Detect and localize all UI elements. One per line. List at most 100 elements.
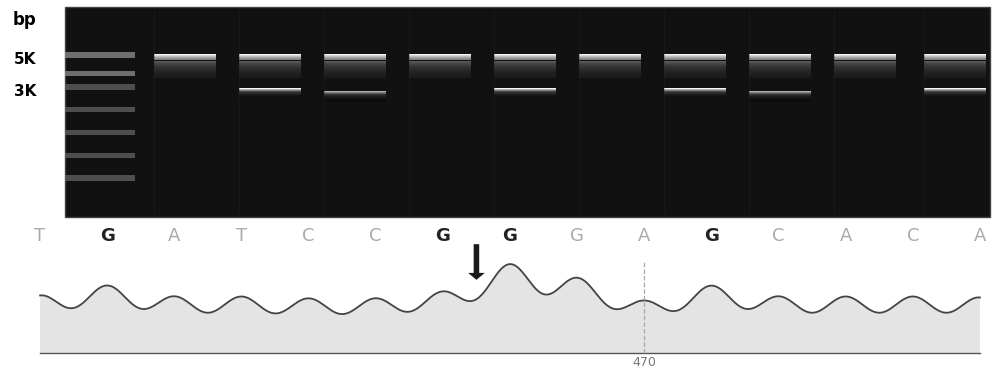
- FancyBboxPatch shape: [579, 59, 641, 60]
- FancyBboxPatch shape: [664, 73, 726, 74]
- FancyBboxPatch shape: [664, 74, 726, 75]
- FancyBboxPatch shape: [664, 56, 726, 57]
- FancyBboxPatch shape: [579, 73, 641, 74]
- FancyBboxPatch shape: [664, 92, 726, 93]
- FancyBboxPatch shape: [834, 69, 896, 70]
- FancyBboxPatch shape: [324, 69, 386, 70]
- FancyBboxPatch shape: [324, 96, 386, 97]
- FancyBboxPatch shape: [664, 97, 726, 98]
- FancyBboxPatch shape: [834, 74, 896, 75]
- FancyBboxPatch shape: [154, 77, 216, 78]
- FancyBboxPatch shape: [664, 88, 726, 89]
- FancyBboxPatch shape: [494, 90, 556, 91]
- FancyBboxPatch shape: [579, 66, 641, 67]
- FancyBboxPatch shape: [239, 63, 301, 64]
- FancyBboxPatch shape: [924, 66, 986, 67]
- FancyBboxPatch shape: [409, 54, 471, 55]
- FancyBboxPatch shape: [924, 65, 986, 66]
- FancyBboxPatch shape: [409, 76, 471, 77]
- FancyBboxPatch shape: [409, 58, 471, 59]
- FancyBboxPatch shape: [924, 93, 986, 94]
- FancyBboxPatch shape: [239, 66, 301, 67]
- FancyBboxPatch shape: [324, 76, 386, 77]
- FancyBboxPatch shape: [924, 74, 986, 75]
- FancyBboxPatch shape: [834, 60, 896, 61]
- FancyBboxPatch shape: [409, 77, 471, 78]
- FancyBboxPatch shape: [834, 57, 896, 58]
- Text: G: G: [435, 227, 450, 244]
- FancyBboxPatch shape: [239, 90, 301, 91]
- FancyBboxPatch shape: [324, 58, 386, 59]
- FancyBboxPatch shape: [494, 77, 556, 78]
- FancyBboxPatch shape: [749, 65, 811, 66]
- FancyBboxPatch shape: [494, 63, 556, 64]
- FancyBboxPatch shape: [664, 96, 726, 97]
- FancyBboxPatch shape: [924, 60, 986, 61]
- FancyBboxPatch shape: [834, 66, 896, 67]
- FancyBboxPatch shape: [324, 57, 386, 58]
- FancyBboxPatch shape: [239, 72, 301, 73]
- FancyBboxPatch shape: [65, 107, 135, 113]
- FancyBboxPatch shape: [834, 55, 896, 56]
- FancyBboxPatch shape: [494, 91, 556, 92]
- FancyBboxPatch shape: [324, 68, 386, 69]
- FancyBboxPatch shape: [924, 56, 986, 57]
- FancyBboxPatch shape: [494, 55, 556, 56]
- FancyBboxPatch shape: [324, 65, 386, 66]
- FancyBboxPatch shape: [749, 60, 811, 61]
- FancyBboxPatch shape: [494, 93, 556, 94]
- Text: A: A: [168, 227, 180, 244]
- FancyBboxPatch shape: [749, 66, 811, 67]
- FancyBboxPatch shape: [239, 55, 301, 56]
- FancyBboxPatch shape: [664, 64, 726, 65]
- FancyBboxPatch shape: [579, 63, 641, 64]
- FancyBboxPatch shape: [409, 75, 471, 76]
- FancyBboxPatch shape: [494, 57, 556, 58]
- FancyBboxPatch shape: [239, 94, 301, 95]
- Text: C: C: [907, 227, 919, 244]
- FancyBboxPatch shape: [749, 76, 811, 77]
- FancyBboxPatch shape: [494, 88, 556, 89]
- FancyBboxPatch shape: [664, 68, 726, 69]
- FancyBboxPatch shape: [834, 56, 896, 57]
- FancyBboxPatch shape: [749, 96, 811, 97]
- FancyBboxPatch shape: [239, 92, 301, 93]
- FancyBboxPatch shape: [65, 7, 990, 217]
- FancyBboxPatch shape: [749, 72, 811, 73]
- FancyBboxPatch shape: [239, 59, 301, 60]
- FancyBboxPatch shape: [409, 70, 471, 71]
- FancyBboxPatch shape: [154, 65, 216, 66]
- FancyBboxPatch shape: [239, 58, 301, 59]
- FancyBboxPatch shape: [664, 98, 726, 99]
- FancyBboxPatch shape: [494, 54, 556, 55]
- FancyBboxPatch shape: [664, 65, 726, 66]
- FancyBboxPatch shape: [239, 56, 301, 57]
- FancyBboxPatch shape: [324, 91, 386, 92]
- Text: T: T: [236, 227, 247, 244]
- FancyBboxPatch shape: [239, 73, 301, 74]
- FancyBboxPatch shape: [664, 71, 726, 72]
- FancyBboxPatch shape: [749, 54, 811, 55]
- FancyBboxPatch shape: [239, 91, 301, 92]
- FancyBboxPatch shape: [749, 67, 811, 68]
- FancyBboxPatch shape: [324, 74, 386, 75]
- FancyBboxPatch shape: [924, 61, 986, 62]
- FancyBboxPatch shape: [924, 57, 986, 58]
- FancyBboxPatch shape: [749, 97, 811, 98]
- FancyBboxPatch shape: [664, 89, 726, 90]
- FancyBboxPatch shape: [154, 73, 216, 74]
- FancyBboxPatch shape: [154, 68, 216, 69]
- FancyBboxPatch shape: [664, 90, 726, 91]
- FancyBboxPatch shape: [924, 92, 986, 93]
- FancyBboxPatch shape: [664, 54, 726, 55]
- FancyBboxPatch shape: [749, 59, 811, 60]
- FancyBboxPatch shape: [834, 63, 896, 64]
- FancyBboxPatch shape: [324, 56, 386, 57]
- FancyBboxPatch shape: [924, 58, 986, 59]
- FancyBboxPatch shape: [494, 71, 556, 72]
- FancyBboxPatch shape: [65, 176, 135, 181]
- FancyBboxPatch shape: [749, 58, 811, 59]
- FancyBboxPatch shape: [239, 97, 301, 98]
- FancyBboxPatch shape: [409, 74, 471, 75]
- FancyBboxPatch shape: [409, 73, 471, 74]
